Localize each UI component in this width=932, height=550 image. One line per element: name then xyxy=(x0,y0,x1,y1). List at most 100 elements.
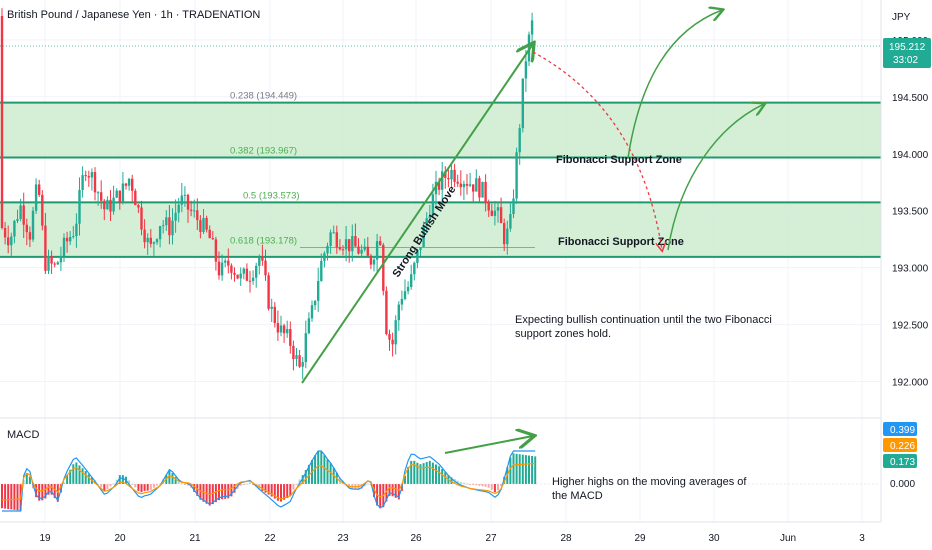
macd-hist-bar xyxy=(115,479,118,484)
candle-body xyxy=(158,226,162,240)
macd-hist-bar xyxy=(199,484,202,500)
macd-hist-bar xyxy=(419,464,422,484)
macd-hist-bar xyxy=(35,484,38,498)
candle-body xyxy=(44,225,47,271)
candle-body xyxy=(242,268,245,274)
candle-body xyxy=(115,190,118,198)
candle-body xyxy=(84,175,87,177)
candle-body xyxy=(276,323,280,333)
fib-zone-upper[interactable] xyxy=(0,102,881,158)
price-tick: 194.500 xyxy=(892,93,929,104)
macd-hist-bar xyxy=(264,484,267,493)
macd-hist-bar xyxy=(1,484,3,509)
macd-hist-bar xyxy=(276,484,279,501)
candle-body xyxy=(360,249,363,254)
candle-body xyxy=(168,217,171,236)
candle-body xyxy=(400,298,404,305)
candle-body xyxy=(165,217,168,226)
time-tick: 22 xyxy=(264,533,276,544)
macd-hist-bar xyxy=(438,466,441,484)
candle-body xyxy=(100,192,103,201)
macd-hist-bar xyxy=(317,451,320,484)
candle-body xyxy=(230,265,233,273)
bullish-projection-arrow-2[interactable] xyxy=(667,104,764,251)
candle-body xyxy=(366,246,369,256)
candle-body xyxy=(186,194,190,210)
macd-hist-bar xyxy=(118,475,121,484)
candle-body xyxy=(270,306,273,309)
candle-body xyxy=(388,334,391,340)
candle-body xyxy=(22,205,25,225)
candle-body xyxy=(289,329,292,346)
candle-body xyxy=(264,260,267,276)
signal-value-badge xyxy=(883,438,917,452)
candle-body xyxy=(227,260,230,266)
macd-hist-bar xyxy=(500,484,503,486)
macd-hist-bar xyxy=(137,484,140,491)
candle-body xyxy=(155,239,159,243)
candle-body xyxy=(310,305,314,319)
candle-body xyxy=(468,184,472,186)
macd-hist-bar xyxy=(227,484,230,499)
macd-hist-bar xyxy=(428,460,431,484)
macd-hist-bar xyxy=(441,469,444,484)
macd-hist-bar xyxy=(391,484,394,497)
macd-hist-bar xyxy=(301,475,304,484)
fib-label-0238: 0.238 (194.449) xyxy=(230,91,297,102)
macd-higher-highs-arrow[interactable] xyxy=(444,436,533,454)
candle-body xyxy=(38,184,41,195)
macd-hist-bar xyxy=(47,484,50,495)
candle-body xyxy=(465,183,469,186)
macd-line xyxy=(2,450,536,512)
fib-level-lines xyxy=(0,101,881,258)
macd-hist-bar xyxy=(360,484,363,489)
macd-hist-bar xyxy=(140,484,143,493)
price-tick: 193.500 xyxy=(892,207,929,218)
candle-body xyxy=(78,189,81,224)
candle-body xyxy=(90,172,94,178)
zone-label-lower: Fibonacci Support Zone xyxy=(558,236,684,248)
macd-hist-bar xyxy=(267,484,270,495)
candle-body xyxy=(75,223,78,237)
candle-body xyxy=(484,181,487,204)
trend-arrow[interactable] xyxy=(301,44,533,384)
macd-note-line-1: Higher highs on the moving averages of xyxy=(552,476,747,488)
candle-body xyxy=(189,209,193,211)
time-axis[interactable]: 19 20 21 22 23 26 27 28 29 30 Jun 3 xyxy=(39,533,865,544)
macd-hist-bar xyxy=(261,484,264,491)
candle-body xyxy=(354,236,357,247)
candle-body xyxy=(530,20,534,35)
candle-body xyxy=(351,236,354,252)
macd-hist-bar xyxy=(149,484,152,490)
pullback-projection-arrow[interactable] xyxy=(532,51,662,250)
candle-body xyxy=(162,225,165,227)
macd-hist-bar xyxy=(314,455,317,484)
macd-hist-bar xyxy=(410,460,413,484)
note-line-1: Expecting bullish continuation until the… xyxy=(515,314,772,326)
macd-hist-bar xyxy=(4,484,7,509)
candle-body xyxy=(208,229,211,239)
candle-body xyxy=(338,247,342,250)
candle-body xyxy=(397,304,400,321)
macd-hist-bar xyxy=(106,484,109,490)
candle-body xyxy=(3,227,7,238)
macd-hist-bar xyxy=(249,482,251,484)
bullish-projection-arrow-1[interactable] xyxy=(627,10,722,159)
candle-body xyxy=(341,249,345,251)
macd-hist-bar xyxy=(97,483,100,485)
time-tick: 30 xyxy=(708,533,720,544)
candle-body xyxy=(180,195,183,205)
candle-body xyxy=(512,198,515,215)
candle-body xyxy=(103,200,106,210)
macd-hist-bar xyxy=(320,451,323,484)
candle-body xyxy=(214,239,218,262)
macd-hist-bar xyxy=(469,484,472,485)
macd-hist-bar xyxy=(196,484,199,496)
macd-hist-bar xyxy=(53,484,56,499)
macd-hist-bar xyxy=(211,484,214,505)
macd-hist-bar xyxy=(245,483,248,485)
candle-body xyxy=(28,232,32,240)
time-tick: 26 xyxy=(410,533,422,544)
price-tick: 192.500 xyxy=(892,321,929,332)
